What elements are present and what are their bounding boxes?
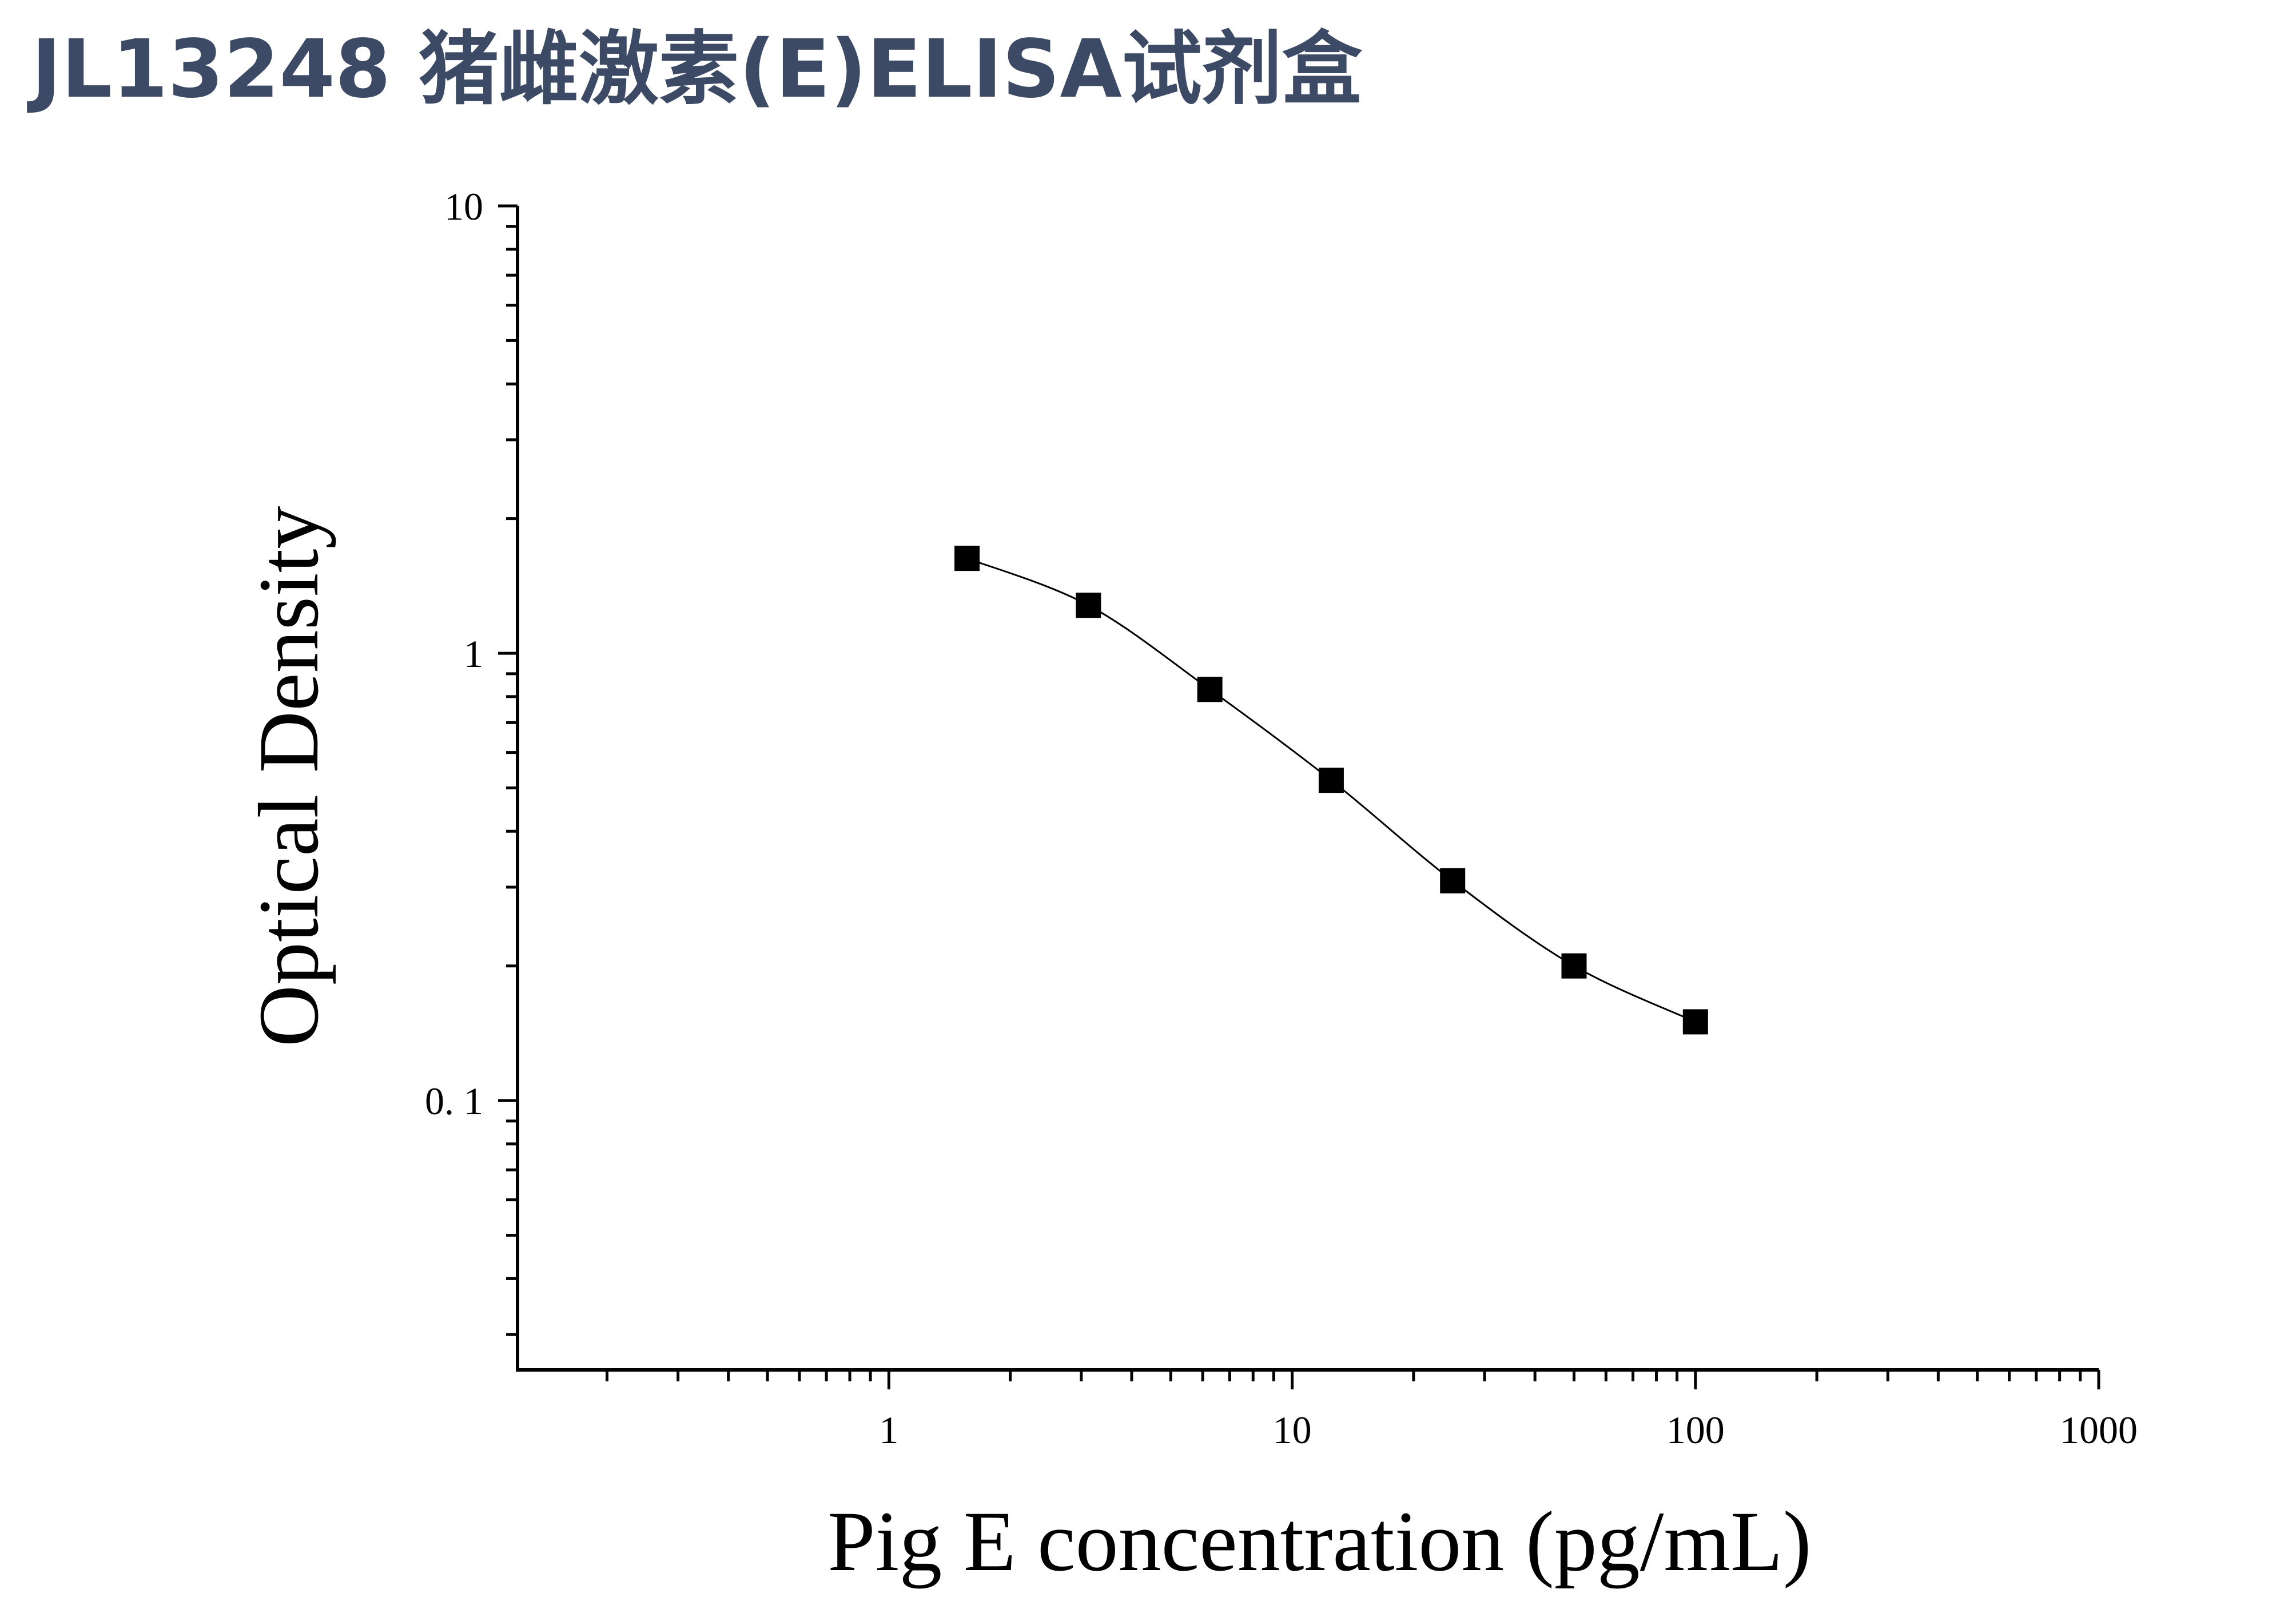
data-point [954, 546, 980, 571]
data-points [954, 546, 1708, 1035]
y-tick-label: 1 [464, 632, 483, 676]
x-tick-label: 1 [879, 1408, 898, 1452]
y-tick-label: 10 [444, 185, 483, 228]
data-point [1318, 768, 1344, 793]
x-tick-label: 100 [1666, 1408, 1725, 1452]
chart-tick-labels: 1 10 100 1000 0. 1 1 10 [425, 185, 2138, 1452]
x-axis-title: Pig E concentration (pg/mL) [827, 1494, 1811, 1589]
chart-ticks [498, 204, 2100, 1389]
x-tick-label: 1000 [2060, 1408, 2138, 1452]
x-tick-label: 10 [1273, 1408, 1312, 1452]
y-axis-title: Optical Density [241, 506, 336, 1047]
page-title: JL13248 猪雌激素(E)ELISA试剂盒 [31, 23, 1362, 116]
y-tick-label: 0. 1 [425, 1079, 483, 1123]
data-point [1440, 868, 1466, 893]
chart-axes [516, 206, 2099, 1372]
data-point [1076, 593, 1101, 618]
data-point [1197, 677, 1223, 702]
data-point [1561, 953, 1587, 979]
data-point [1682, 1009, 1708, 1035]
